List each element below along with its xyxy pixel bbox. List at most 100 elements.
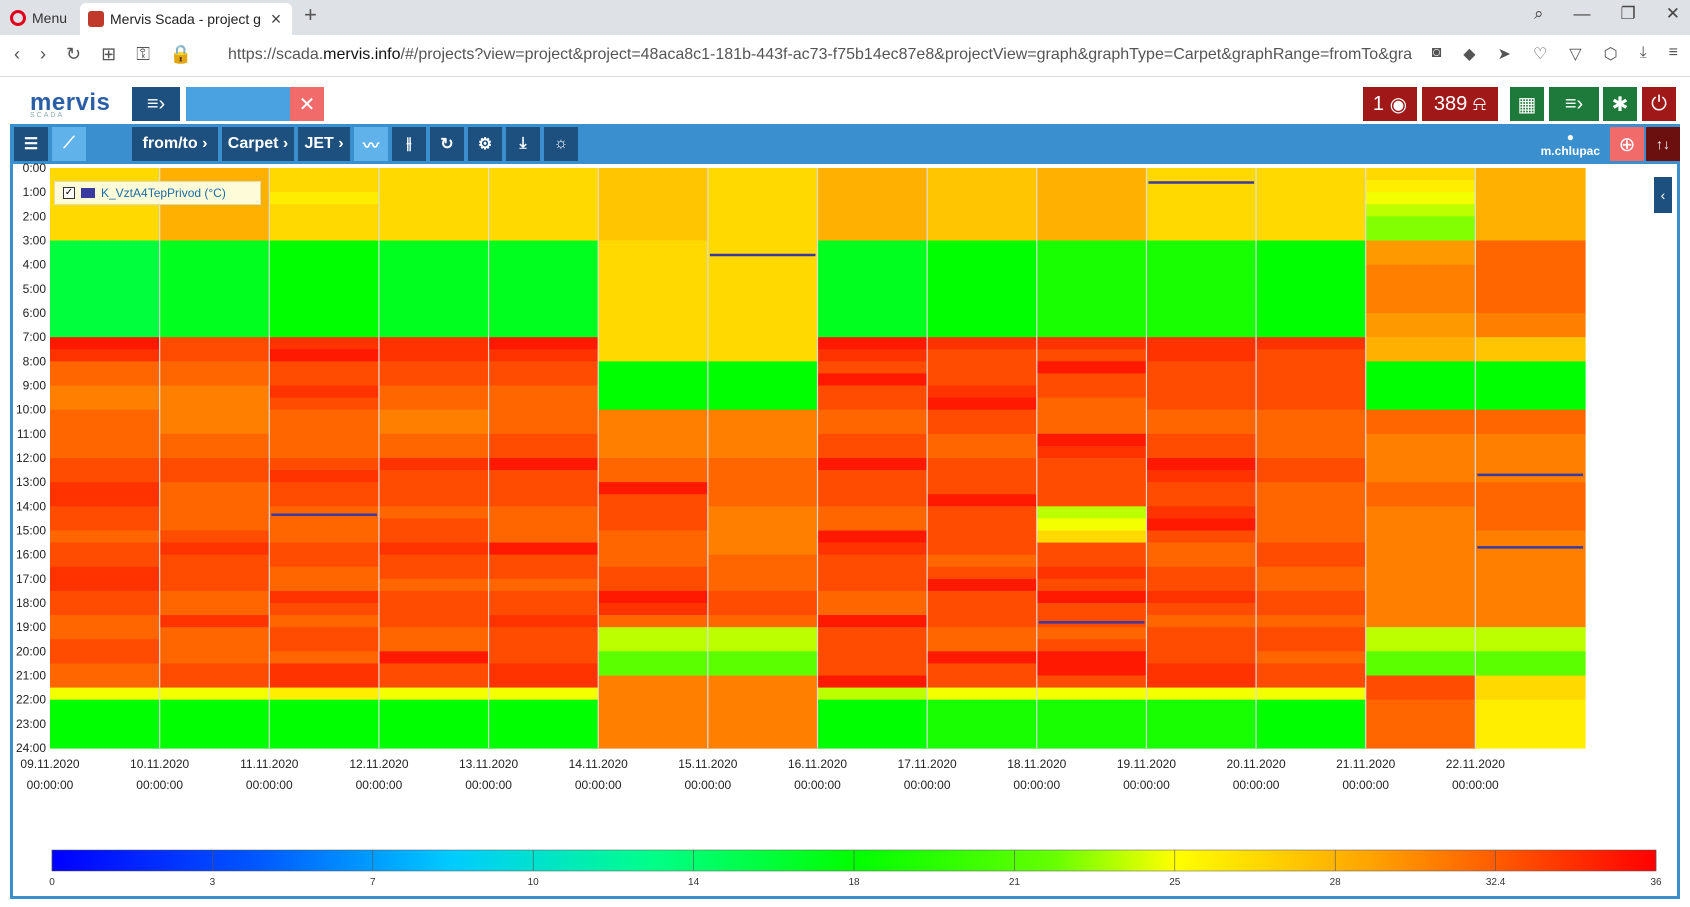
restore-icon[interactable]: ❐ [1620,4,1636,23]
heatmap-cell [1475,361,1586,375]
heatmap-cell [927,735,1038,749]
main-menu-button[interactable]: ≡› [132,87,180,121]
project-name[interactable] [186,87,290,121]
url-field[interactable]: https://scada.mervis.info/#/projects?vie… [228,46,1413,64]
y-tick-label: 17:00 [16,572,46,586]
weather-icon[interactable]: ☼ [544,127,578,161]
cursor-icon[interactable]: ⫲ [392,127,426,161]
notification-button[interactable]: 389 ⍾ [1422,87,1498,121]
heart-icon[interactable]: ♡ [1532,46,1548,63]
heatmap-cell [598,530,709,544]
send-icon[interactable]: ➤ [1497,46,1511,63]
gear-icon[interactable]: ⚙ [468,127,502,161]
download-icon[interactable]: ⤓ [1639,44,1647,61]
heatmap-cell [1256,735,1367,749]
x-tick-date: 18.11.2020 [1007,757,1066,771]
forward-icon[interactable]: › [40,44,46,64]
heatmap-cell [927,506,1038,520]
heatmap-cell [1146,192,1257,205]
y-tick-label: 12:00 [16,451,46,465]
cube-icon[interactable]: ⬡ [1603,46,1618,63]
heatmap-cell [707,735,819,749]
reload-icon[interactable]: ↻ [66,44,82,64]
palette-button[interactable]: JET › [298,127,350,161]
heatmap-cell [159,663,270,677]
graph-view-icon[interactable]: ⟋ [52,127,86,161]
sort-arrows-icon[interactable]: ↑↓ [1646,127,1680,161]
y-tick-label: 4:00 [23,258,47,272]
zoom-icon[interactable]: ⊕ [1610,127,1644,161]
heatmap-cell [488,735,599,749]
heatmap-cell [927,663,1038,677]
heatmap-cell [927,711,1038,725]
table-view-icon[interactable]: ☰ [14,127,48,161]
heatmap-cell [1365,675,1476,689]
close-project-icon[interactable]: ✕ [290,87,324,121]
user-profile[interactable]: ● m.chlupac [1541,130,1600,158]
new-tab-icon[interactable]: + [304,2,317,27]
heatmap-cell [1036,651,1148,665]
refresh-icon[interactable]: ↻ [430,127,464,161]
alarm-button[interactable]: 1 ◉ [1363,87,1417,121]
heatmap-cell [488,530,599,544]
heatmap-cell [1475,711,1586,725]
heatmap-cell [1256,470,1367,483]
heatmap-cell [488,542,599,556]
close-window-icon[interactable]: ✕ [1665,4,1680,23]
heatmap-cell [1475,264,1586,278]
heatmap-cell [1475,216,1586,230]
heatmap-cell [1146,216,1257,230]
heatmap-cell [707,361,819,375]
pocket-icon[interactable]: ▽ [1569,46,1582,63]
heatmap-cell [1256,603,1367,616]
range-button[interactable]: from/to › [132,127,218,161]
heatmap-cell [269,639,380,652]
interpolate-icon[interactable]: 〰 [354,127,388,161]
x-tick-time: 00:00:00 [465,778,512,792]
lock-icon[interactable]: 🔒 [169,44,193,64]
series-checkbox[interactable]: ✓ [63,187,75,199]
heatmap-cell [1146,313,1257,326]
power-icon[interactable]: ⏻ [1642,87,1676,121]
series-legend[interactable]: ✓ K_VztA4TepPrivod (°C) [54,181,261,205]
settings-icon[interactable]: ≡ [1668,44,1678,61]
heatmap-cell [1365,639,1476,652]
heatmap-cell [50,300,161,314]
tab-close-icon[interactable]: × [270,8,282,29]
heatmap-cell [1256,168,1367,181]
bug-icon[interactable]: ✱ [1603,87,1637,121]
key-icon[interactable]: ⚿ [136,44,150,64]
shield-icon[interactable]: ◆ [1463,46,1476,63]
heatmap-cell [1036,288,1148,302]
heatmap-cell [707,337,819,350]
heatmap-cell [927,445,1038,459]
y-tick-label: 6:00 [23,306,47,320]
heatmap-cell [1146,300,1257,314]
heatmap-cell [598,276,709,290]
list-menu-button[interactable]: ≡› [1549,87,1599,121]
speed-dial-icon[interactable]: ⊞ [101,44,117,64]
export-icon[interactable]: ⤓ [506,127,540,161]
heatmap-cell [707,276,819,290]
map-icon[interactable]: ▦ [1510,87,1544,121]
heatmap-cell [269,530,380,544]
browser-search-icon[interactable]: ⌕ [1533,4,1544,23]
browser-tab[interactable]: Mervis Scada - project graph × [80,3,292,35]
collapse-panel-icon[interactable]: ‹ [1654,177,1672,213]
heatmap-cell [1365,687,1476,701]
minimize-icon[interactable]: — [1573,4,1591,23]
heatmap-cell [50,252,161,266]
heatmap-cell [817,252,928,266]
browser-menu-button[interactable]: Menu [10,7,67,29]
x-tick-date: 15.11.2020 [678,757,737,771]
heatmap-cell [707,445,819,459]
camera-icon[interactable]: ◙ [1431,44,1442,61]
heatmap-cell [1146,566,1257,580]
y-tick-label: 9:00 [23,379,47,393]
heatmap-cell [1256,204,1367,217]
heatmap-cell [1365,590,1476,604]
mervis-logo[interactable]: mervis [30,89,111,116]
graph-type-button[interactable]: Carpet › [222,127,294,161]
back-icon[interactable]: ‹ [14,44,20,64]
